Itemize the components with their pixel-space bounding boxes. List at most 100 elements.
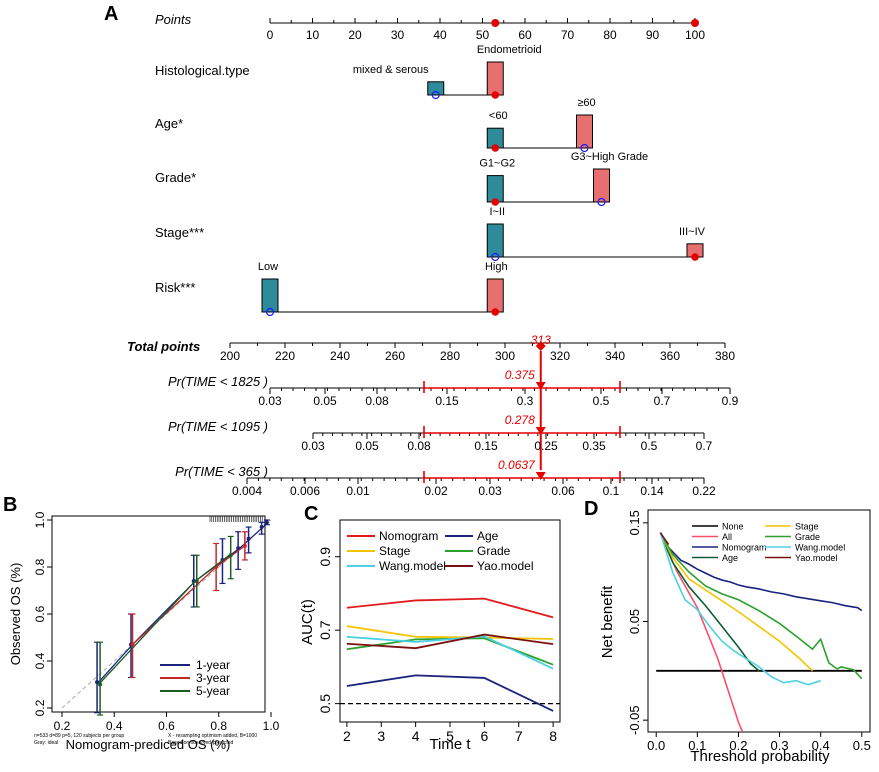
probability-value: 0.278 bbox=[505, 413, 535, 427]
legend-label: 1-year bbox=[196, 658, 230, 672]
level-label: <60 bbox=[489, 110, 508, 122]
probability-axis-tick-label: 0.25 bbox=[534, 439, 558, 453]
points-axis-tick-label: 30 bbox=[391, 28, 405, 42]
level-label: Endometrioid bbox=[477, 44, 542, 56]
x-tick-label: 0.2 bbox=[729, 738, 747, 753]
variable-label: Stage*** bbox=[155, 225, 204, 240]
legend-label: All bbox=[722, 532, 732, 542]
total-points-value: 313 bbox=[531, 333, 551, 347]
points-axis-tick-label: 10 bbox=[306, 28, 320, 42]
x-tick-label: 7 bbox=[515, 728, 523, 744]
x-axis-label: Nomogram-prediced OS (%) bbox=[66, 737, 231, 752]
probability-axis-tick-label: 0.03 bbox=[258, 394, 282, 408]
x-tick-label: 5 bbox=[446, 728, 454, 744]
y-tick-label: 0.05 bbox=[627, 609, 642, 634]
legend-label: Wang.model bbox=[379, 559, 446, 573]
probability-marker bbox=[535, 472, 546, 480]
probability-axis-tick-label: 0.08 bbox=[365, 394, 389, 408]
points-axis-tick-label: 20 bbox=[348, 28, 362, 42]
probability-value: 0.0637 bbox=[498, 458, 536, 472]
series-line bbox=[346, 597, 554, 619]
unselected-level-marker bbox=[491, 252, 500, 262]
points-axis-tick-label: 90 bbox=[646, 28, 660, 42]
series-line bbox=[346, 635, 554, 670]
panel-d: D 0.0 0.1 0.2 0.3 0.4 0.5 -0.05 0.05 0.15 Threshol… bbox=[584, 498, 871, 765]
x-tick-label: 3 bbox=[377, 728, 385, 744]
legend-label: Age bbox=[722, 553, 738, 563]
probability-axis-tick-label: 0.22 bbox=[692, 484, 716, 498]
x-tick-label: 0.5 bbox=[853, 738, 871, 753]
level-label: mixed & serous bbox=[353, 64, 429, 76]
footnote: Gray: ideal bbox=[34, 740, 58, 746]
unselected-level-marker bbox=[431, 90, 440, 100]
total-points-marker bbox=[535, 341, 546, 351]
x-tick-label: 0.3 bbox=[771, 738, 789, 753]
footnote: n=533 d=89 p=5, 120 subjects per group bbox=[34, 733, 124, 739]
probability-axis-tick-label: 0.15 bbox=[435, 394, 459, 408]
data-point bbox=[130, 642, 135, 647]
x-tick-label: 6 bbox=[480, 728, 488, 744]
total-points-tick-label: 360 bbox=[660, 349, 680, 363]
points-marker bbox=[491, 19, 500, 27]
points-axis-tick-label: 40 bbox=[433, 28, 447, 42]
data-point bbox=[259, 525, 264, 530]
legend-label: Nomogram bbox=[379, 529, 438, 543]
data-point bbox=[264, 520, 269, 525]
probability-marker bbox=[535, 382, 546, 390]
total-points-tick-label: 220 bbox=[275, 349, 295, 363]
series-line bbox=[659, 532, 863, 680]
legend-label: Age bbox=[477, 529, 499, 543]
variable-label: Age* bbox=[155, 116, 183, 131]
data-point bbox=[98, 682, 103, 687]
level-box bbox=[593, 168, 610, 203]
series-line bbox=[346, 674, 554, 712]
selected-level-marker bbox=[491, 91, 500, 99]
x-tick-label: 0.4 bbox=[106, 719, 123, 733]
probability-axis-tick-label: 0.3 bbox=[517, 394, 534, 408]
legend-label: Grade bbox=[477, 544, 511, 558]
series-line bbox=[346, 633, 554, 650]
probability-value: 0.375 bbox=[505, 368, 535, 382]
y-tick-label: 0.5 bbox=[317, 694, 333, 714]
total-points-tick-label: 200 bbox=[220, 349, 240, 363]
probability-axis-tick-label: 0.006 bbox=[290, 484, 320, 498]
probability-axis-tick-label: 0.5 bbox=[641, 439, 658, 453]
level-box bbox=[576, 114, 593, 149]
level-label: I~II bbox=[489, 206, 505, 218]
probability-axis-tick-label: 0.05 bbox=[355, 439, 379, 453]
level-box bbox=[486, 61, 504, 96]
x-tick-label: 0.4 bbox=[812, 738, 830, 753]
series-line bbox=[659, 532, 821, 686]
series-3-year bbox=[129, 531, 248, 679]
level-label: G1~G2 bbox=[479, 158, 515, 170]
legend-label: Stage bbox=[379, 544, 411, 558]
points-axis-tick-label: 100 bbox=[685, 28, 705, 42]
points-axis-tick-label: 70 bbox=[561, 28, 575, 42]
level-box bbox=[486, 223, 504, 258]
total-points-tick-label: 300 bbox=[495, 349, 515, 363]
x-axis-label: Time t bbox=[429, 736, 471, 753]
series-1-year bbox=[94, 519, 270, 714]
probability-axis-tick-label: 0.1 bbox=[603, 484, 620, 498]
probability-axis-tick-label: 0.02 bbox=[424, 484, 448, 498]
points-axis-tick-label: 50 bbox=[476, 28, 490, 42]
points-axis-label: Points bbox=[155, 12, 192, 27]
y-tick-label: 0.15 bbox=[627, 510, 642, 535]
legend-label: Grade bbox=[795, 532, 820, 542]
probability-axis-tick-label: 0.15 bbox=[474, 439, 498, 453]
selected-level-marker bbox=[491, 308, 500, 316]
data-point bbox=[246, 536, 251, 541]
x-tick-label: 0.6 bbox=[158, 719, 175, 733]
panel-label-b: B bbox=[3, 494, 17, 516]
y-tick-label: 0.2 bbox=[33, 699, 47, 716]
probability-axis-tick-label: 0.7 bbox=[696, 439, 713, 453]
points-axis-tick-label: 60 bbox=[518, 28, 532, 42]
selected-level-marker bbox=[491, 198, 500, 206]
unselected-level-marker bbox=[580, 143, 589, 153]
probability-marker bbox=[535, 427, 546, 435]
legend-label: Yao.model bbox=[795, 553, 837, 563]
data-point bbox=[228, 553, 233, 558]
probability-axis-tick-label: 0.9 bbox=[722, 394, 739, 408]
x-axis-label: Threshold probability bbox=[690, 748, 830, 765]
level-box bbox=[486, 278, 504, 313]
